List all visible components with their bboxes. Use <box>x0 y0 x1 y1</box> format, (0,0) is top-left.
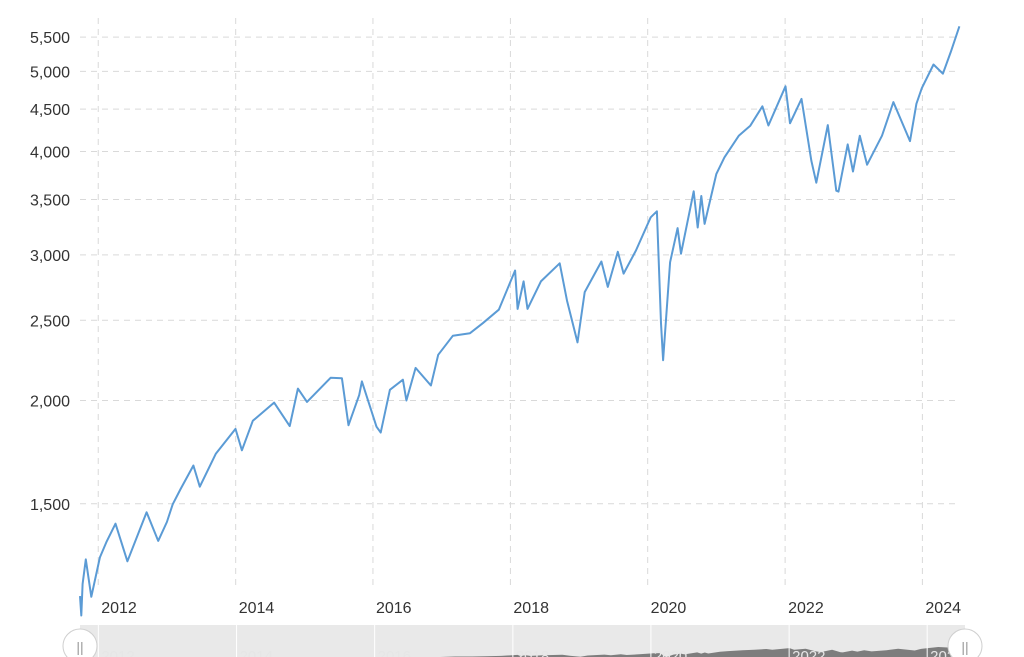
navigator-label: 2020 <box>654 648 687 657</box>
gridlines <box>80 18 960 590</box>
x-tick-label: 2024 <box>925 600 961 617</box>
y-axis-labels: 1,500 2,000 2,500 3,000 3,500 4,000 4,500 5,000… <box>30 30 70 514</box>
series-line <box>79 25 961 617</box>
y-tick-label: 5,000 <box>30 64 70 81</box>
navigator-label: 2024 <box>930 648 963 657</box>
y-tick-label: 5,500 <box>30 30 70 47</box>
navigator-left-handle[interactable]: || <box>62 628 98 657</box>
y-tick-label: 2,500 <box>30 313 70 330</box>
navigator-label: 2014 <box>240 648 273 657</box>
navigator-left-handle-grip: || <box>76 639 83 655</box>
x-tick-label: 2014 <box>239 600 275 617</box>
y-tick-label: 3,000 <box>30 248 70 265</box>
navigator-label: 2012 <box>101 648 134 657</box>
y-tick-label: 2,000 <box>30 393 70 410</box>
x-axis-labels: 2012 2014 2016 2018 2020 2022 2024 <box>101 600 961 617</box>
x-tick-label: 2022 <box>788 600 824 617</box>
navigator-label: 2018 <box>516 648 549 657</box>
y-tick-label: 3,500 <box>30 192 70 209</box>
x-tick-label: 2018 <box>513 600 549 617</box>
navigator-right-handle-grip: || <box>961 639 968 655</box>
navigator[interactable]: 2012 2014 2016 2018 2020 2022 2024 || || <box>62 625 983 657</box>
navigator-label: 2022 <box>792 648 825 657</box>
y-tick-label: 1,500 <box>30 497 70 514</box>
navigator-right-handle[interactable]: || <box>947 628 983 657</box>
x-tick-label: 2012 <box>101 600 137 617</box>
y-tick-label: 4,000 <box>30 144 70 161</box>
navigator-labels: 2012 2014 2016 2018 2020 2022 2024 <box>97 625 964 657</box>
navigator-label: 2016 <box>378 648 411 657</box>
x-tick-label: 2016 <box>376 600 412 617</box>
y-tick-label: 4,500 <box>30 102 70 119</box>
x-tick-label: 2020 <box>651 600 687 617</box>
navigator-series-area <box>440 645 965 657</box>
